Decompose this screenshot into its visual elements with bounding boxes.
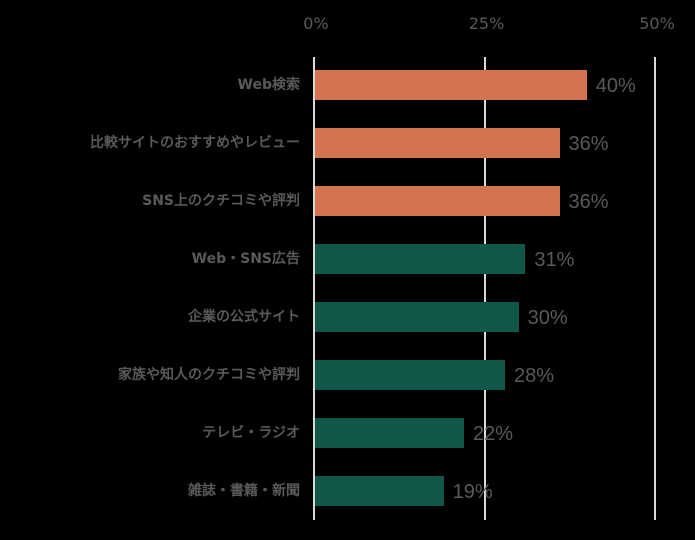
value-label: 36% [568,191,609,213]
bar-row: Web・SNS広告 31% [0,244,695,274]
bar-row: 比較サイトのおすすめやレビュー 36% [0,128,695,158]
value-label: 22% [473,423,514,445]
category-label: テレビ・ラジオ [202,425,300,441]
bar-row: 雑誌・書籍・新聞 19% [0,476,695,506]
bar [315,70,587,100]
gridline [483,57,486,520]
category-label: Web・SNS広告 [191,251,300,267]
category-label: 企業の公式サイト [188,309,300,325]
x-tick-label: 50% [639,14,675,33]
bar-row: 企業の公式サイト 30% [0,302,695,332]
value-label: 40% [595,75,636,97]
gridline [654,57,656,520]
bar-row: Web検索 40% [0,70,695,100]
bar-row: 家族や知人のクチコミや評判 28% [0,360,695,390]
value-label: 36% [568,133,609,155]
bar [315,360,505,390]
gridline [313,57,315,520]
value-label: 30% [527,307,568,329]
x-tick-label: 0% [303,14,329,33]
bar [315,476,444,506]
category-label: 雑誌・書籍・新聞 [188,483,300,499]
value-label: 31% [534,249,575,271]
category-label: 比較サイトのおすすめやレビュー [90,135,300,151]
bar [315,418,465,448]
category-label: SNS上のクチコミや評判 [142,193,300,209]
category-label: 家族や知人のクチコミや評判 [118,367,300,383]
bar [315,128,560,158]
value-label: 28% [513,365,554,387]
bar [315,186,560,216]
x-tick-label: 25% [468,14,505,33]
value-label: 19% [452,481,493,503]
bar [315,302,519,332]
category-label: Web検索 [237,77,300,93]
bar [315,244,526,274]
bar-row: テレビ・ラジオ 22% [0,418,695,448]
bar-row: SNS上のクチコミや評判 36% [0,186,695,216]
